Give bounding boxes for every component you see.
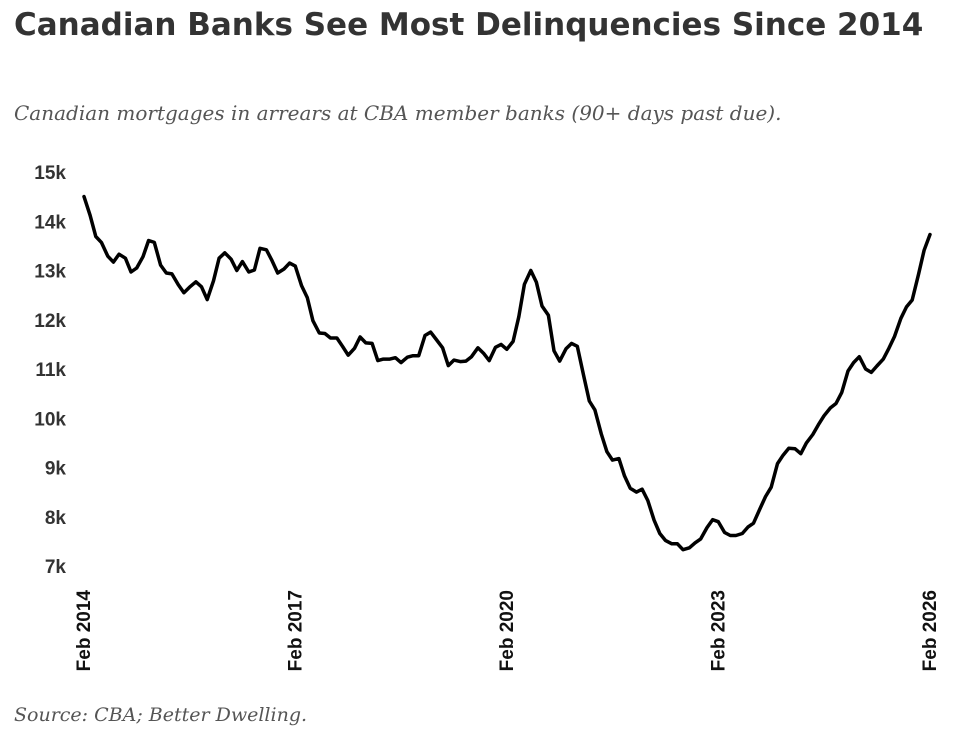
x-tick-label: Feb 2023 (709, 590, 730, 671)
x-tick-label: Feb 2026 (920, 590, 941, 671)
y-tick-label: 12k (34, 311, 66, 332)
plot-area (82, 194, 932, 552)
x-tick-label: Feb 2020 (497, 590, 518, 671)
y-tick-label: 11k (35, 360, 66, 381)
chart-title: Canadian Banks See Most Delinquencies Si… (14, 7, 924, 43)
y-tick-label: 15k (34, 163, 66, 184)
y-axis: 7k 8k 9k 10k 11k 12k 13k 14k 15k (34, 163, 66, 578)
y-tick-label: 14k (34, 212, 66, 233)
x-axis: Feb 2014 Feb 2017 Feb 2020 Feb 2023 Feb 2026 (74, 590, 941, 672)
y-tick-label: 7k (45, 557, 67, 578)
x-tick-label: Feb 2017 (286, 590, 307, 671)
source-note: Source: CBA; Better Dwelling. (14, 704, 308, 726)
y-tick-label: 13k (34, 262, 66, 283)
y-tick-label: 10k (34, 409, 66, 430)
y-tick-label: 8k (45, 508, 67, 529)
y-tick-label: 9k (45, 459, 67, 480)
x-tick-label: Feb 2014 (74, 590, 95, 672)
series-line (82, 194, 932, 552)
chart-subtitle: Canadian mortgages in arrears at CBA mem… (14, 101, 782, 125)
